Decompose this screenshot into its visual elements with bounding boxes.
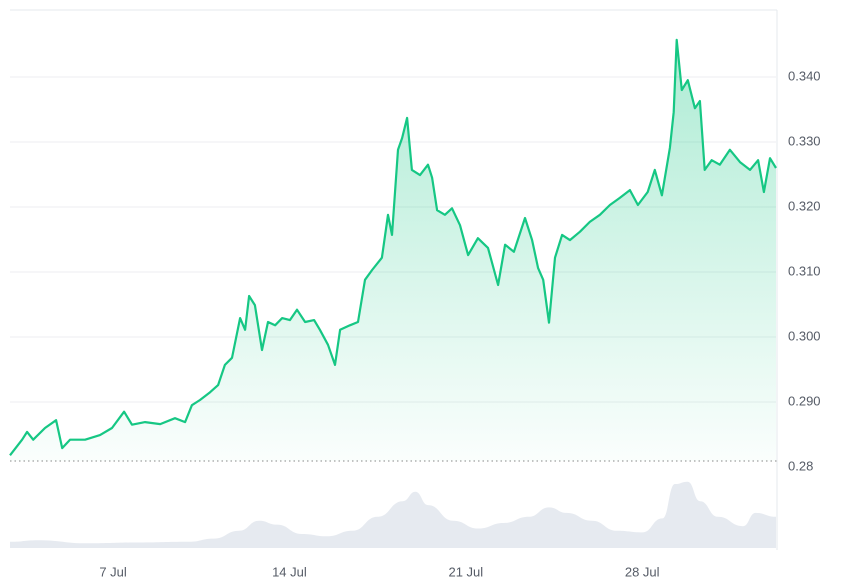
y-tick-label: 0.330	[788, 133, 821, 148]
y-tick-label: 0.340	[788, 68, 821, 83]
volume-area	[10, 481, 776, 548]
price-line	[9, 38, 777, 456]
x-tick-label: 21 Jul	[448, 564, 483, 579]
y-tick-label: 0.320	[788, 198, 821, 213]
y-tick-label: 0.310	[788, 263, 821, 278]
price-chart	[9, 38, 777, 462]
x-tick-label: 28 Jul	[625, 564, 660, 579]
y-tick-label: 0.290	[788, 393, 821, 408]
price-area	[10, 39, 776, 462]
volume-chart	[10, 481, 776, 548]
labels: 0.28 0.290 0.300 0.310 0.320 0.330 0.340 7 Jul 1…	[99, 68, 820, 579]
x-tick-label: 14 Jul	[272, 564, 307, 579]
y-tick-label: 0.300	[788, 328, 821, 343]
y-tick-label: 0.28	[788, 458, 813, 473]
x-tick-label: 7 Jul	[99, 564, 127, 579]
